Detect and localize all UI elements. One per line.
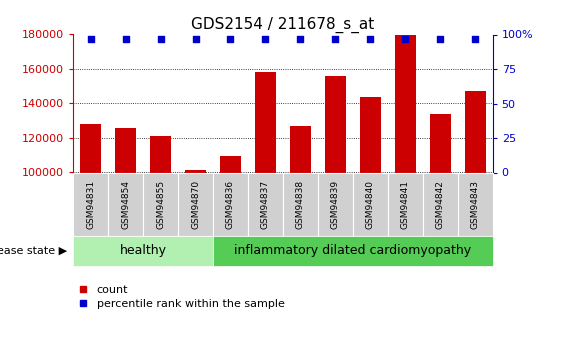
Bar	[255, 72, 276, 345]
Text: GSM94842: GSM94842	[436, 180, 445, 229]
Legend: count, percentile rank within the sample: count, percentile rank within the sample	[79, 285, 284, 308]
Text: GSM94836: GSM94836	[226, 180, 235, 229]
Bar	[220, 156, 241, 345]
Point	[261, 36, 270, 41]
Text: GSM94870: GSM94870	[191, 180, 200, 229]
Point	[331, 36, 340, 41]
Text: GSM94837: GSM94837	[261, 180, 270, 229]
Point	[226, 36, 235, 41]
Point	[191, 36, 200, 41]
Text: disease state ▶: disease state ▶	[0, 246, 68, 256]
Title: GDS2154 / 211678_s_at: GDS2154 / 211678_s_at	[191, 17, 374, 33]
Point	[121, 36, 130, 41]
Text: GSM94839: GSM94839	[331, 180, 340, 229]
Point	[86, 36, 95, 41]
Bar	[115, 128, 136, 345]
Bar	[395, 34, 415, 345]
Point	[296, 36, 305, 41]
Point	[471, 36, 480, 41]
Text: GSM94855: GSM94855	[156, 180, 165, 229]
Bar	[80, 124, 101, 345]
Bar	[430, 114, 450, 345]
Text: inflammatory dilated cardiomyopathy: inflammatory dilated cardiomyopathy	[234, 245, 471, 257]
Text: GSM94840: GSM94840	[366, 180, 375, 229]
Text: GSM94843: GSM94843	[471, 180, 480, 229]
Bar	[290, 126, 311, 345]
Text: GSM94831: GSM94831	[86, 180, 95, 229]
Bar	[360, 97, 381, 345]
Point	[156, 36, 165, 41]
Point	[436, 36, 445, 41]
Point	[366, 36, 375, 41]
Bar	[325, 76, 346, 345]
Bar	[150, 136, 171, 345]
Text: GSM94854: GSM94854	[121, 180, 130, 229]
Text: GSM94841: GSM94841	[401, 180, 410, 229]
Point	[401, 36, 410, 41]
Text: GSM94838: GSM94838	[296, 180, 305, 229]
Bar	[185, 170, 206, 345]
Bar	[464, 91, 486, 345]
Text: healthy: healthy	[119, 245, 167, 257]
